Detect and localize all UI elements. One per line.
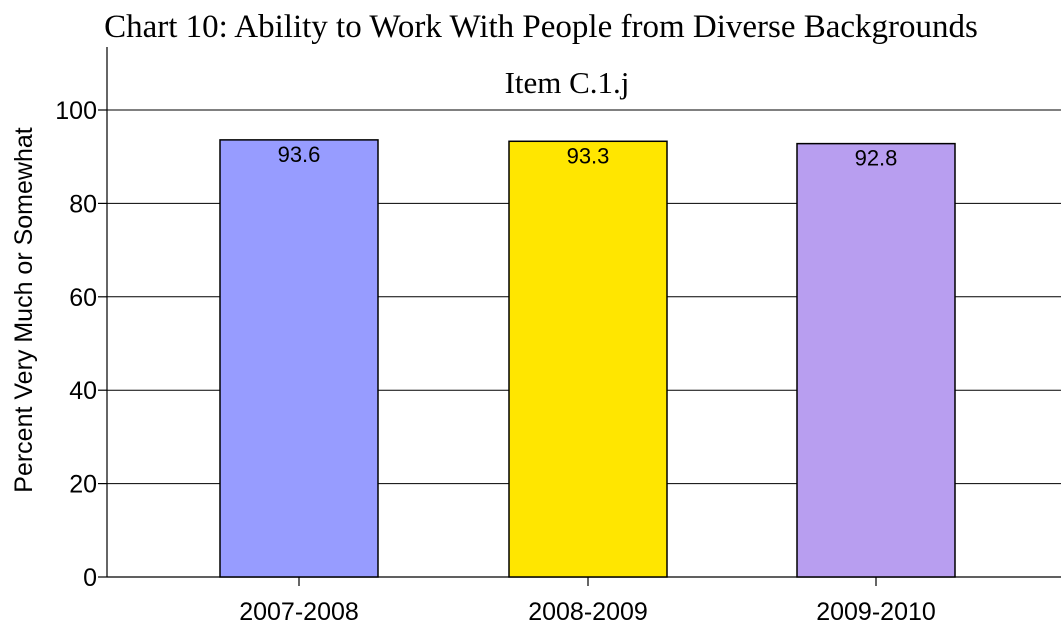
bar-2007-2008 bbox=[219, 139, 379, 578]
y-axis-label: Percent Very Much or Somewhat bbox=[10, 127, 38, 492]
bar-value-label-2007-2008: 93.6 bbox=[278, 142, 321, 167]
chart-subtitle: Item C.1.j bbox=[505, 65, 630, 100]
x-tick-label-2008-2009: 2008-2009 bbox=[528, 598, 648, 626]
y-tick-label-40: 40 bbox=[69, 377, 97, 405]
y-tick-label-100: 100 bbox=[55, 97, 97, 125]
y-tick-label-20: 20 bbox=[69, 471, 97, 499]
bar-2009-2010 bbox=[796, 142, 956, 578]
chart-title: Chart 10: Ability to Work With People fr… bbox=[104, 9, 978, 45]
y-tick-label-80: 80 bbox=[69, 190, 97, 218]
bar-value-label-2008-2009: 93.3 bbox=[567, 143, 610, 168]
x-tick-label-2009-2010: 2009-2010 bbox=[816, 598, 936, 626]
bar-value-label-2009-2010: 92.8 bbox=[855, 146, 898, 171]
x-tick-label-2007-2008: 2007-2008 bbox=[239, 598, 359, 626]
y-tick-label-0: 0 bbox=[83, 564, 97, 592]
bar-2008-2009 bbox=[508, 140, 668, 578]
y-tick-label-60: 60 bbox=[69, 284, 97, 312]
plot-area: 0 20 40 60 80 100 93.6 2007-2008 93.3 2008-2009 92… bbox=[55, 47, 1061, 626]
